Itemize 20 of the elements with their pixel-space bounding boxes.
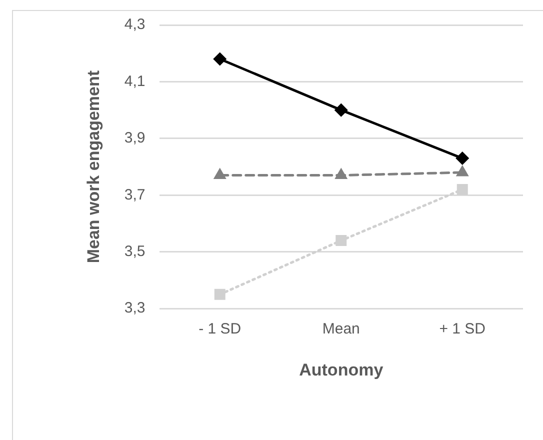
point [334, 104, 348, 116]
point [214, 288, 226, 300]
point [214, 52, 226, 66]
y-tick-label: 3,5 [124, 243, 146, 260]
y-tick-label: 3,7 [124, 186, 146, 204]
y-tick-label: 4,1 [124, 72, 146, 90]
point [456, 166, 468, 176]
point [336, 169, 347, 180]
x-axis-title: Autonomy [299, 360, 384, 380]
y-tick-label: 3,9 [124, 130, 146, 147]
point [214, 169, 226, 180]
x-tick-label: - 1 SD [198, 320, 242, 338]
y-tick-label: 4,3 [124, 16, 146, 34]
y-axis-title: Mean work engagement [84, 70, 103, 264]
point [456, 184, 468, 195]
y-tick-label: 3,3 [124, 300, 146, 317]
point [456, 152, 469, 165]
x-tick-label: Mean [322, 320, 360, 338]
x-tick-label: + 1 SD [439, 320, 486, 338]
point [336, 235, 347, 246]
